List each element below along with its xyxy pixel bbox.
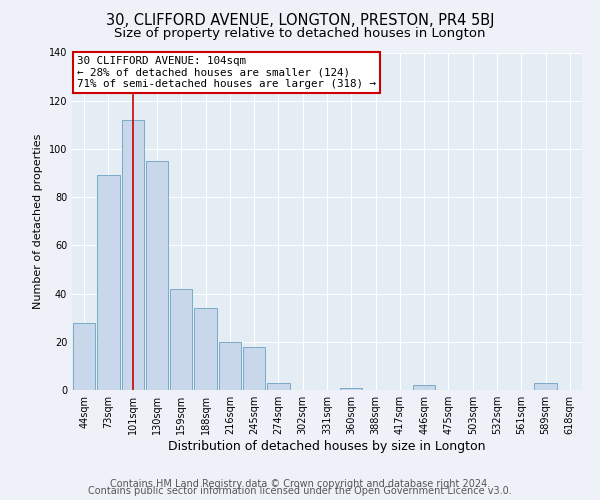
Text: Size of property relative to detached houses in Longton: Size of property relative to detached ho… [114, 28, 486, 40]
Bar [267, 383, 290, 390]
Text: 30 CLIFFORD AVENUE: 104sqm
← 28% of detached houses are smaller (124)
71% of sem: 30 CLIFFORD AVENUE: 104sqm ← 28% of deta… [77, 56, 376, 89]
Bar [73, 322, 95, 390]
Bar [340, 388, 362, 390]
Bar [535, 383, 557, 390]
Bar [194, 308, 217, 390]
Bar [146, 161, 168, 390]
Bar [170, 289, 193, 390]
Bar [243, 346, 265, 390]
Y-axis label: Number of detached properties: Number of detached properties [33, 134, 43, 309]
Text: Contains HM Land Registry data © Crown copyright and database right 2024.: Contains HM Land Registry data © Crown c… [110, 479, 490, 489]
Bar [122, 120, 144, 390]
Bar [413, 385, 436, 390]
Bar [97, 176, 119, 390]
Text: Contains public sector information licensed under the Open Government Licence v3: Contains public sector information licen… [88, 486, 512, 496]
Text: 30, CLIFFORD AVENUE, LONGTON, PRESTON, PR4 5BJ: 30, CLIFFORD AVENUE, LONGTON, PRESTON, P… [106, 12, 494, 28]
Bar [218, 342, 241, 390]
X-axis label: Distribution of detached houses by size in Longton: Distribution of detached houses by size … [168, 440, 486, 453]
